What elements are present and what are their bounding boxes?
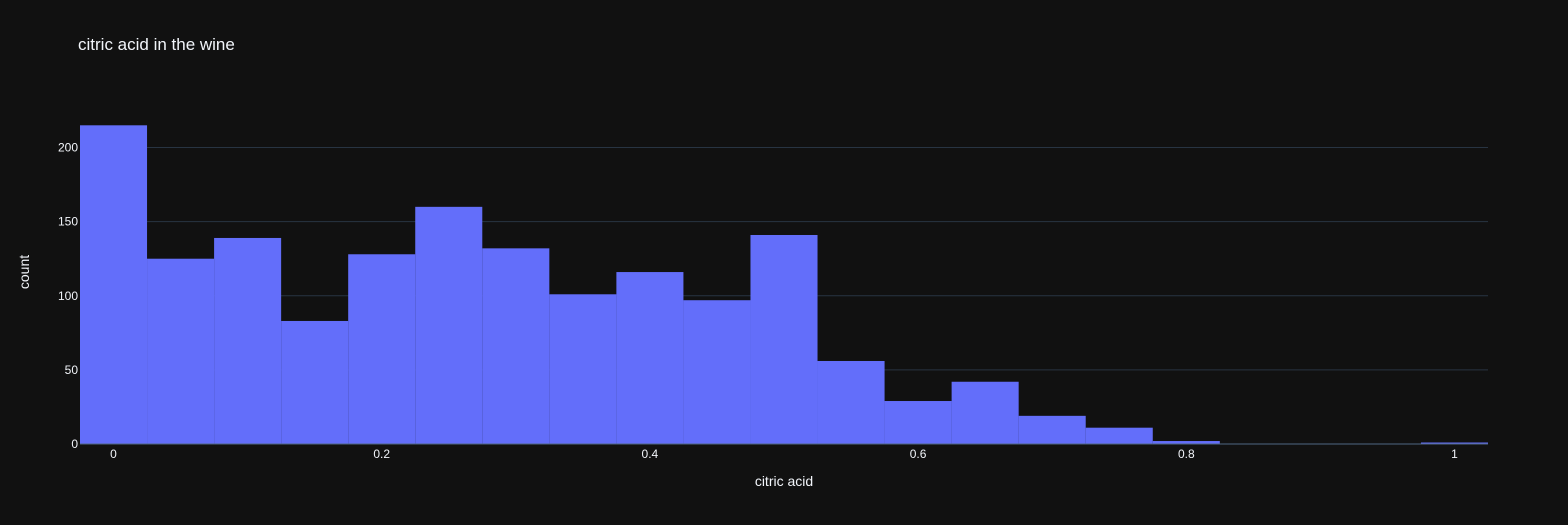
histogram-bar xyxy=(214,237,282,444)
y-axis-ticks: 0 50 100 150 200 xyxy=(58,141,78,451)
x-axis-ticks: 0 0.2 0.4 0.6 0.8 1 xyxy=(110,447,1458,461)
y-tick-label: 200 xyxy=(58,141,78,155)
histogram-bar xyxy=(80,125,148,445)
histogram-bar xyxy=(884,401,952,444)
histogram-bar xyxy=(1085,427,1153,444)
histogram-bar xyxy=(1420,442,1488,444)
x-tick-label: 0.6 xyxy=(910,447,927,461)
x-axis-title: citric acid xyxy=(755,473,813,489)
y-tick-label: 100 xyxy=(58,289,78,303)
histogram-bar xyxy=(1018,415,1086,444)
histogram-bar xyxy=(817,360,885,444)
histogram-bar xyxy=(415,206,483,444)
histogram-bar xyxy=(281,320,349,444)
histogram-bar xyxy=(951,381,1019,444)
chart-title: citric acid in the wine xyxy=(78,35,235,54)
y-tick-label: 150 xyxy=(58,215,78,229)
histogram-bar xyxy=(1152,441,1220,444)
histogram-bar xyxy=(482,248,550,444)
histogram-bar xyxy=(750,234,818,444)
y-tick-label: 50 xyxy=(65,363,79,377)
bars xyxy=(80,125,1488,445)
histogram-bar xyxy=(147,258,215,444)
histogram-bar xyxy=(683,300,751,444)
x-tick-label: 0.8 xyxy=(1178,447,1195,461)
histogram-bar xyxy=(348,254,416,444)
x-tick-label: 1 xyxy=(1451,447,1458,461)
y-axis-title: count xyxy=(16,255,32,289)
x-tick-label: 0.2 xyxy=(373,447,390,461)
y-tick-label: 0 xyxy=(71,437,78,451)
x-tick-label: 0 xyxy=(110,447,117,461)
x-tick-label: 0.4 xyxy=(642,447,659,461)
histogram-bar xyxy=(616,272,684,444)
histogram-bar xyxy=(549,294,617,444)
